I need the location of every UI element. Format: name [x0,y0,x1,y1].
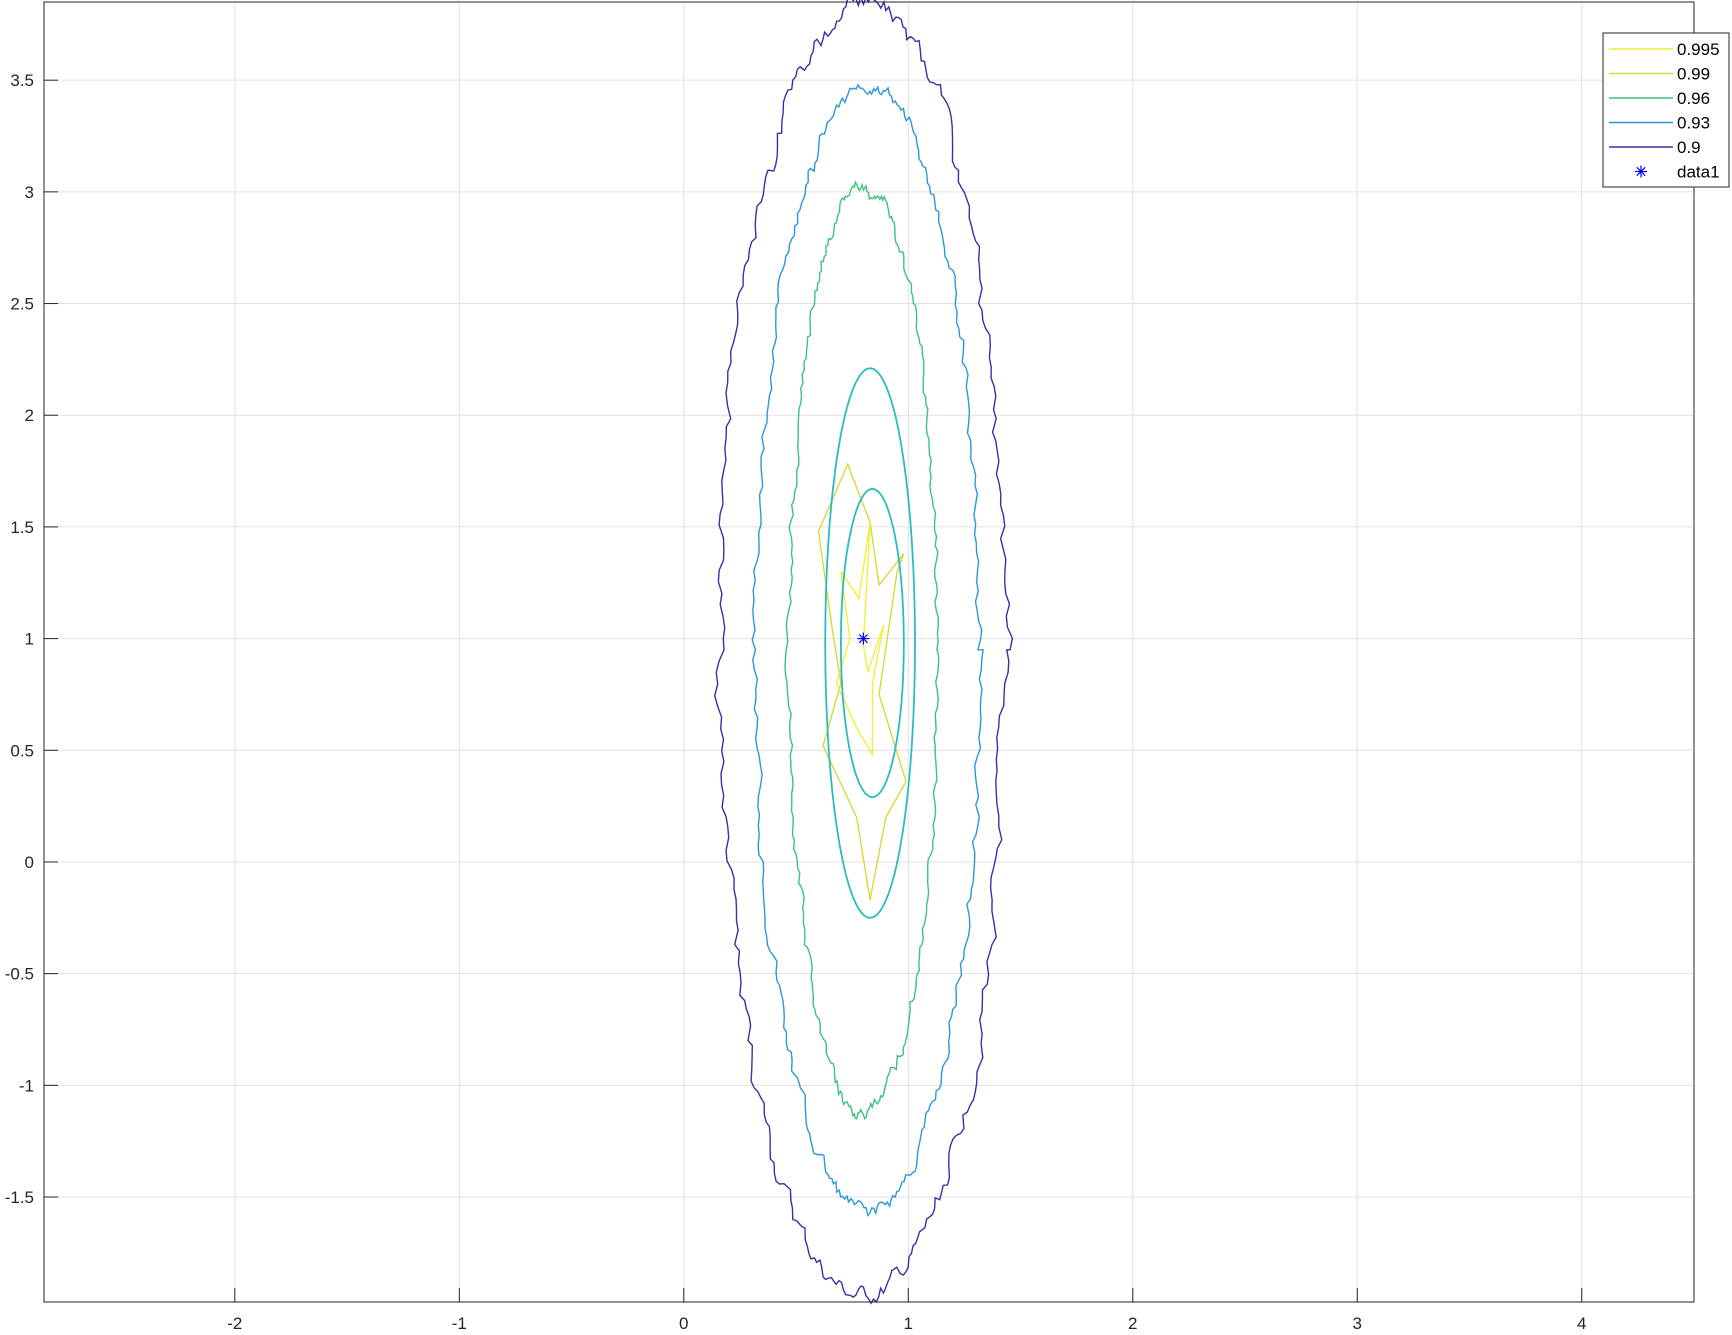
contour-lines [713,0,1014,1305]
legend-item[interactable]: 0.96 [1609,89,1710,108]
legend-label: 0.96 [1677,89,1710,108]
contour-0-96 [784,180,940,1120]
legend-marker-stroke [1636,166,1646,177]
y-tick-label: -1 [19,1076,34,1095]
x-tick-label: 0 [679,1314,688,1333]
legend-label: 0.99 [1677,65,1710,84]
contour-ellipse [840,488,905,799]
data-markers [857,632,870,645]
legend-label: data1 [1677,163,1720,182]
contour-0-9 [713,0,1014,1305]
legend-item[interactable]: data1 [1635,163,1720,182]
x-tick-label: -1 [452,1314,467,1333]
y-tick-label: -1.5 [5,1188,34,1207]
contour-ellipse [824,367,916,919]
y-tick-label: 2.5 [10,295,34,314]
y-tick-label: -0.5 [5,965,34,984]
legend-label: 0.93 [1677,114,1710,133]
legend-item[interactable]: 0.93 [1609,114,1710,133]
legend-item[interactable]: 0.995 [1609,40,1720,59]
contour-0-93 [751,83,984,1217]
marker-stroke [858,633,869,644]
y-tick-label: 1.5 [10,518,34,537]
y-tick-label: 0.5 [10,741,34,760]
y-tick-label: 3 [25,183,34,202]
y-tick-label: 3.5 [10,71,34,90]
legend-item[interactable]: 0.9 [1609,138,1701,157]
legend-label: 0.9 [1677,138,1701,157]
x-tick-label: 4 [1577,1314,1586,1333]
legend-box [1602,32,1730,188]
x-tick-label: 2 [1128,1314,1137,1333]
contour-0-99 [817,462,907,901]
x-tick-label: 1 [904,1314,913,1333]
x-tick-label: 3 [1353,1314,1362,1333]
y-tick-label: 0 [25,853,34,872]
y-tick-label: 2 [25,406,34,425]
axis-ticks: -2 -1 0 1 2 3 4 -1.5 -1 -0.5 0 0.5 1 1.5 2 2.5 3 3.5 [5,71,1587,1333]
legend-label: 0.995 [1677,40,1720,59]
y-tick-label: 1 [25,630,34,649]
legend[interactable]: 0.995 0.99 0.96 0.93 0.9 data1 [1602,32,1730,188]
axes-box [43,1,1695,1303]
data1-marker [857,632,870,645]
legend-item[interactable]: 0.99 [1609,65,1710,84]
x-tick-label: -2 [227,1314,242,1333]
